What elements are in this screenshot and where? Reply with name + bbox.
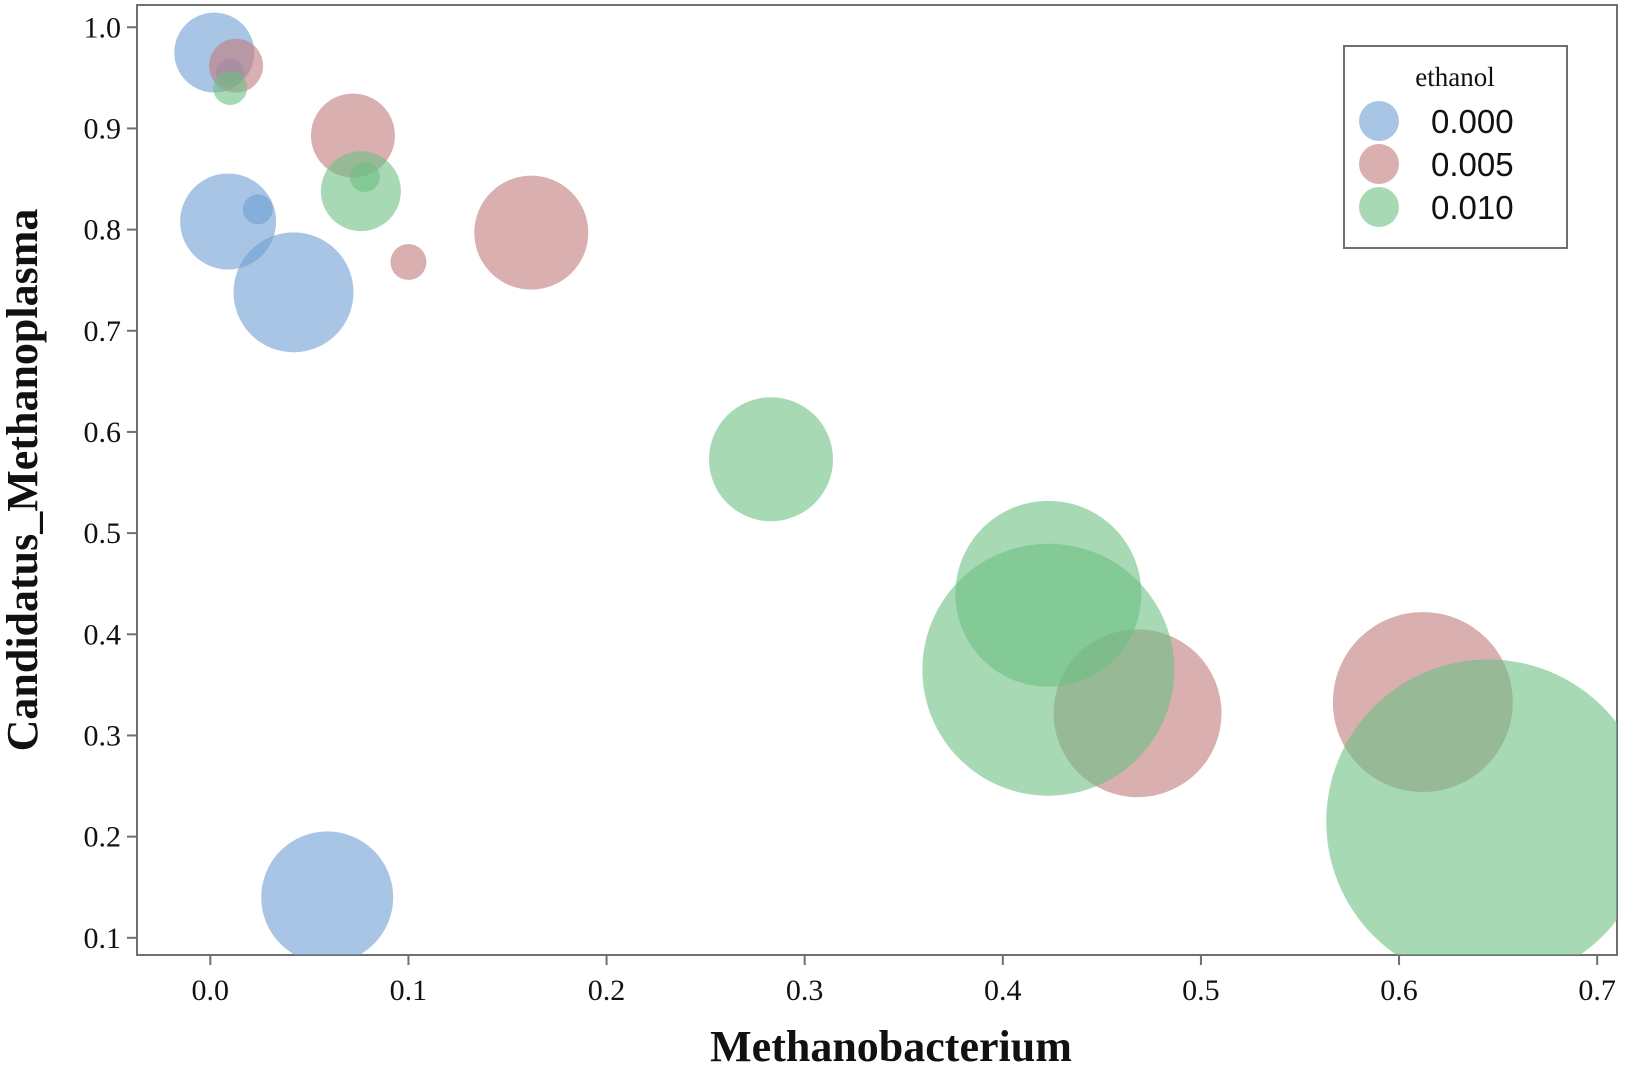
legend-label-0.000: 0.000 xyxy=(1431,103,1514,140)
legend-items: 0.000 0.005 0.010 xyxy=(1359,101,1514,227)
bubble-ethanol-0.000-4 xyxy=(261,831,394,955)
x-tick-label: 0.3 xyxy=(786,974,824,1007)
bubble-ethanol-0.000-2 xyxy=(242,194,273,225)
y-tick-label: 0.8 xyxy=(84,214,122,247)
x-tick-label: 0.2 xyxy=(588,974,626,1007)
y-tick-label: 0.3 xyxy=(84,719,122,752)
bubble-ethanol-0.000-3 xyxy=(233,232,354,353)
bubble-ethanol-0.010-3 xyxy=(709,397,834,522)
x-tick-label: 0.0 xyxy=(192,974,230,1007)
legend-label-0.010: 0.010 xyxy=(1431,189,1514,226)
bubble-ethanol-0.010-2 xyxy=(349,161,380,192)
legend: ethanol 0.000 0.005 0.010 xyxy=(1343,45,1568,249)
y-tick-label: 0.7 xyxy=(84,315,122,348)
bubble-ethanol-0.005-2 xyxy=(390,243,427,280)
legend-marker-0.000 xyxy=(1359,101,1399,141)
x-tick-label: 0.6 xyxy=(1380,974,1418,1007)
x-tick-label: 0.7 xyxy=(1578,974,1616,1007)
bubble-ethanol-0.010-5 xyxy=(922,543,1175,796)
y-tick-label: 1.0 xyxy=(84,11,122,44)
bubble-ethanol-0.010-0 xyxy=(213,70,248,105)
y-tick-label: 0.2 xyxy=(84,821,122,854)
legend-title: ethanol xyxy=(1415,62,1494,92)
x-axis-ticks: 0.0 0.1 0.2 0.3 0.4 0.5 0.6 0.7 xyxy=(192,955,1616,1007)
bubble-ethanol-0.010-6 xyxy=(1326,659,1617,955)
legend-label-0.005: 0.005 xyxy=(1431,146,1514,183)
y-axis-ticks: 1.0 0.9 0.8 0.7 0.6 0.5 0.4 0.3 0.2 0.1 xyxy=(84,11,137,955)
y-axis-title: Candidatus_Methanoplasma xyxy=(0,209,47,752)
legend-marker-0.005 xyxy=(1359,144,1399,184)
legend-marker-0.010 xyxy=(1359,187,1399,227)
y-tick-label: 0.5 xyxy=(84,517,122,550)
x-axis-title: Methanobacterium xyxy=(710,1022,1072,1067)
x-tick-label: 0.4 xyxy=(984,974,1022,1007)
bubble-layer xyxy=(174,12,1617,955)
y-tick-label: 0.1 xyxy=(84,922,122,955)
bubble-ethanol-0.005-3 xyxy=(474,175,589,290)
x-tick-label: 0.5 xyxy=(1182,974,1220,1007)
y-tick-label: 0.9 xyxy=(84,112,122,145)
y-tick-label: 0.6 xyxy=(84,416,122,449)
x-tick-label: 0.1 xyxy=(390,974,428,1007)
y-tick-label: 0.4 xyxy=(84,618,122,651)
